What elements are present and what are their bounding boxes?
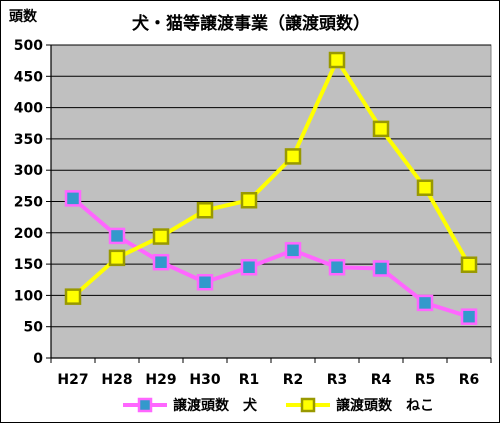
series-2-point: [328, 51, 346, 69]
x-tick-label: R5: [415, 372, 436, 388]
x-tick-label: R1: [239, 372, 260, 388]
series-2-point: [108, 249, 126, 267]
legend: 譲渡頭数 犬 譲渡頭数 ねこ: [123, 397, 434, 414]
y-tick-label: 500: [14, 38, 43, 54]
series-line-2: [71, 58, 471, 299]
chart-title: 犬・猫等譲渡事業（譲渡頭数）: [132, 13, 370, 34]
y-tick-label: 100: [14, 288, 43, 304]
series-1-point: [108, 227, 126, 245]
series-1-point: [416, 294, 434, 312]
legend-entry: 譲渡頭数 犬: [173, 397, 258, 414]
legend-swatch-marker: [137, 397, 153, 413]
series-1-point: [64, 190, 82, 207]
series-2-point: [372, 120, 390, 138]
x-tick-label: H30: [189, 372, 220, 388]
series-1-point: [372, 260, 390, 277]
x-tick-label: R2: [283, 372, 304, 388]
y-tick-label: 200: [14, 226, 43, 242]
series-2-point: [196, 202, 214, 219]
series-1-point: [240, 258, 258, 276]
x-tick-label: R6: [459, 372, 480, 388]
y-tick-label: 300: [14, 163, 43, 179]
x-tick-label: H27: [57, 372, 88, 388]
y-tick-label: 350: [14, 132, 43, 148]
series-2-point: [64, 288, 82, 305]
x-tick-label: R4: [371, 372, 392, 388]
y-tick-label: 0: [33, 351, 43, 367]
plot-area: 0 50 100 150 200 250 300 350 400 450 500 H27 H28 H29 H…: [14, 38, 492, 388]
series-2-point: [240, 191, 258, 209]
y-tick-label: 400: [14, 101, 43, 117]
series-1-point: [328, 258, 346, 276]
series-1-point: [196, 274, 214, 291]
y-tick-label: 450: [14, 69, 43, 85]
series-2-point: [416, 179, 434, 196]
series-2-point: [460, 256, 478, 273]
legend-swatch-marker: [300, 397, 316, 413]
y-tick-label: 50: [24, 320, 44, 336]
x-tick-label: H28: [101, 372, 132, 388]
y-axis-label: 頭数: [9, 8, 38, 25]
series-1-point: [152, 253, 170, 271]
series-1-point: [460, 308, 478, 325]
legend-entry: 譲渡頭数 ねこ: [336, 397, 434, 414]
series-1-point: [284, 242, 302, 259]
series-2-point: [284, 148, 302, 165]
y-tick-label: 150: [14, 257, 43, 273]
y-tick-label: 250: [14, 195, 43, 211]
x-tick-label: H29: [145, 372, 176, 388]
x-tick-label: R3: [327, 372, 348, 388]
series-2-point: [152, 228, 170, 245]
